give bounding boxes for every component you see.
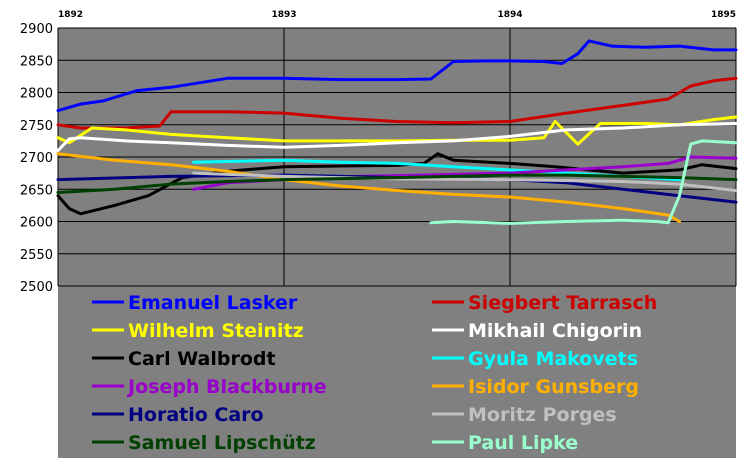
y-tick-labels: 2500 2550 2600 2650 2700 2750 2800 2850 2900	[20, 22, 53, 295]
legend-label: Paul Lipke	[468, 432, 578, 454]
legend-label: Siegbert Tarrasch	[468, 292, 657, 314]
legend-label: Samuel Lipschütz	[128, 432, 316, 454]
y-tick-label: 2600	[20, 216, 53, 231]
y-tick-label: 2900	[20, 22, 53, 37]
series-line	[56, 39, 738, 113]
x-tick-label: 1894	[497, 10, 522, 20]
series-line	[56, 122, 738, 152]
plot-background	[58, 28, 736, 458]
x-tick-label: 1892	[58, 10, 83, 20]
legend: Emanuel Lasker Siegbert Tarrasch Wilhelm S…	[92, 292, 657, 454]
series-line	[56, 115, 738, 146]
y-tick-label: 2700	[20, 151, 53, 166]
grid	[57, 27, 737, 287]
y-tick-label: 2650	[20, 183, 53, 198]
legend-label: Wilhelm Steinitz	[128, 320, 304, 342]
y-tick-label: 2800	[20, 87, 53, 102]
x-tick-labels: 1892 1893 1894 1895	[58, 10, 736, 20]
series-line	[192, 171, 738, 192]
legend-label: Gyula Makovets	[468, 348, 638, 370]
legend-label: Horatio Caro	[128, 404, 264, 426]
legend-label: Moritz Porges	[468, 404, 617, 426]
y-tick-label: 2750	[20, 119, 53, 134]
legend-label: Isidor Gunsberg	[468, 376, 639, 398]
series-line	[429, 139, 738, 225]
legend-label: Carl Walbrodt	[128, 348, 276, 370]
x-tick-label: 1895	[711, 10, 736, 20]
legend-label: Joseph Blackburne	[126, 376, 327, 398]
series-lines	[56, 39, 738, 225]
series-line	[56, 173, 738, 194]
x-tick-label: 1893	[271, 10, 296, 20]
y-tick-label: 2850	[20, 54, 53, 69]
legend-label: Mikhail Chigorin	[468, 320, 642, 342]
series-line	[56, 152, 738, 216]
series-line	[56, 76, 738, 130]
series-line	[56, 152, 681, 223]
y-tick-label: 2500	[20, 280, 53, 295]
legend-label: Emanuel Lasker	[128, 292, 298, 314]
y-tick-label: 2550	[20, 248, 53, 263]
